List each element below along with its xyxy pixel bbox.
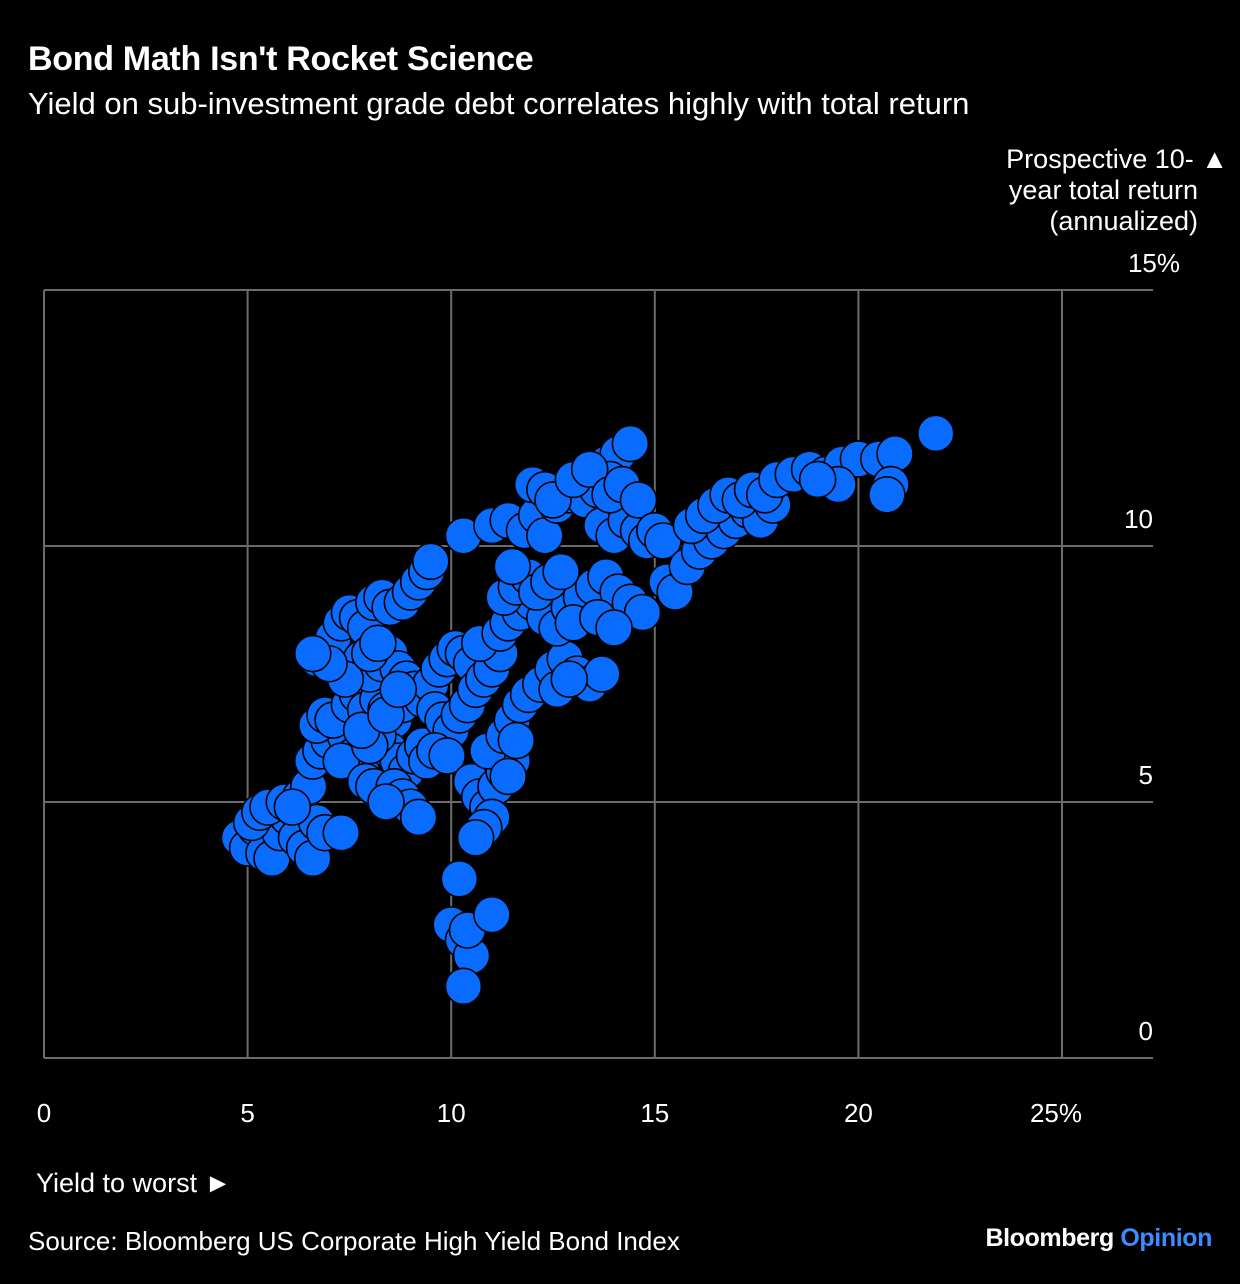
data-point: [367, 783, 405, 821]
data-point: [493, 547, 532, 586]
y-axis-label-line-1: Prospective 10- ▲: [1006, 144, 1228, 174]
data-point: [273, 788, 312, 826]
x-tick-label: 25%: [1030, 1098, 1082, 1128]
data-point: [322, 813, 361, 852]
x-tick-label: 0: [37, 1098, 51, 1128]
brand-section: Opinion: [1120, 1224, 1212, 1252]
y-tick-label: 5: [1139, 760, 1153, 790]
data-point: [583, 655, 621, 693]
x-tick-label: 20: [844, 1098, 873, 1128]
data-point: [916, 414, 955, 453]
brand-name: Bloomberg: [985, 1224, 1114, 1252]
data-point: [542, 552, 580, 591]
data-point: [619, 481, 658, 519]
data-point: [293, 634, 332, 673]
x-tick-label: 15: [640, 1098, 669, 1128]
chart-title: Bond Math Isn't Rocket Science: [28, 40, 534, 78]
y-axis-label-line-2: year total return: [1008, 175, 1198, 205]
data-point: [359, 624, 397, 663]
data-point: [399, 798, 438, 837]
data-point: [611, 424, 650, 463]
data-points: [220, 414, 955, 1006]
data-point: [570, 450, 609, 489]
data-point: [379, 670, 418, 709]
y-tick-label: 10: [1124, 504, 1153, 534]
brand-logo: Bloomberg Opinion: [985, 1224, 1212, 1253]
x-tick-labels: 0 5 10 15 20 25%: [37, 1098, 1082, 1128]
y-axis-label-line-3: (annualized): [1049, 206, 1198, 236]
data-point: [868, 475, 906, 514]
data-point: [497, 721, 536, 760]
y-tick-label: 0: [1139, 1016, 1153, 1046]
data-point: [798, 460, 837, 499]
data-point: [428, 737, 466, 775]
data-point: [550, 660, 589, 698]
y-tick-label: 15%: [1128, 248, 1180, 278]
data-point: [595, 609, 633, 647]
source-note: Source: Bloomberg US Corporate High Yiel…: [28, 1226, 680, 1256]
y-tick-labels: 0 5 10 15%: [1124, 248, 1180, 1046]
data-point: [440, 859, 479, 898]
data-point: [456, 819, 495, 857]
data-point: [444, 967, 483, 1006]
data-point: [489, 757, 528, 796]
x-axis-label: Yield to worst ►: [36, 1168, 232, 1198]
data-point: [412, 542, 450, 581]
chart-subtitle: Yield on sub-investment grade debt corre…: [28, 86, 970, 121]
data-point: [473, 895, 511, 934]
y-axis-label: Prospective 10- ▲ year total return (ann…: [898, 144, 1228, 237]
x-tick-label: 10: [437, 1098, 466, 1128]
x-tick-label: 5: [240, 1098, 254, 1128]
